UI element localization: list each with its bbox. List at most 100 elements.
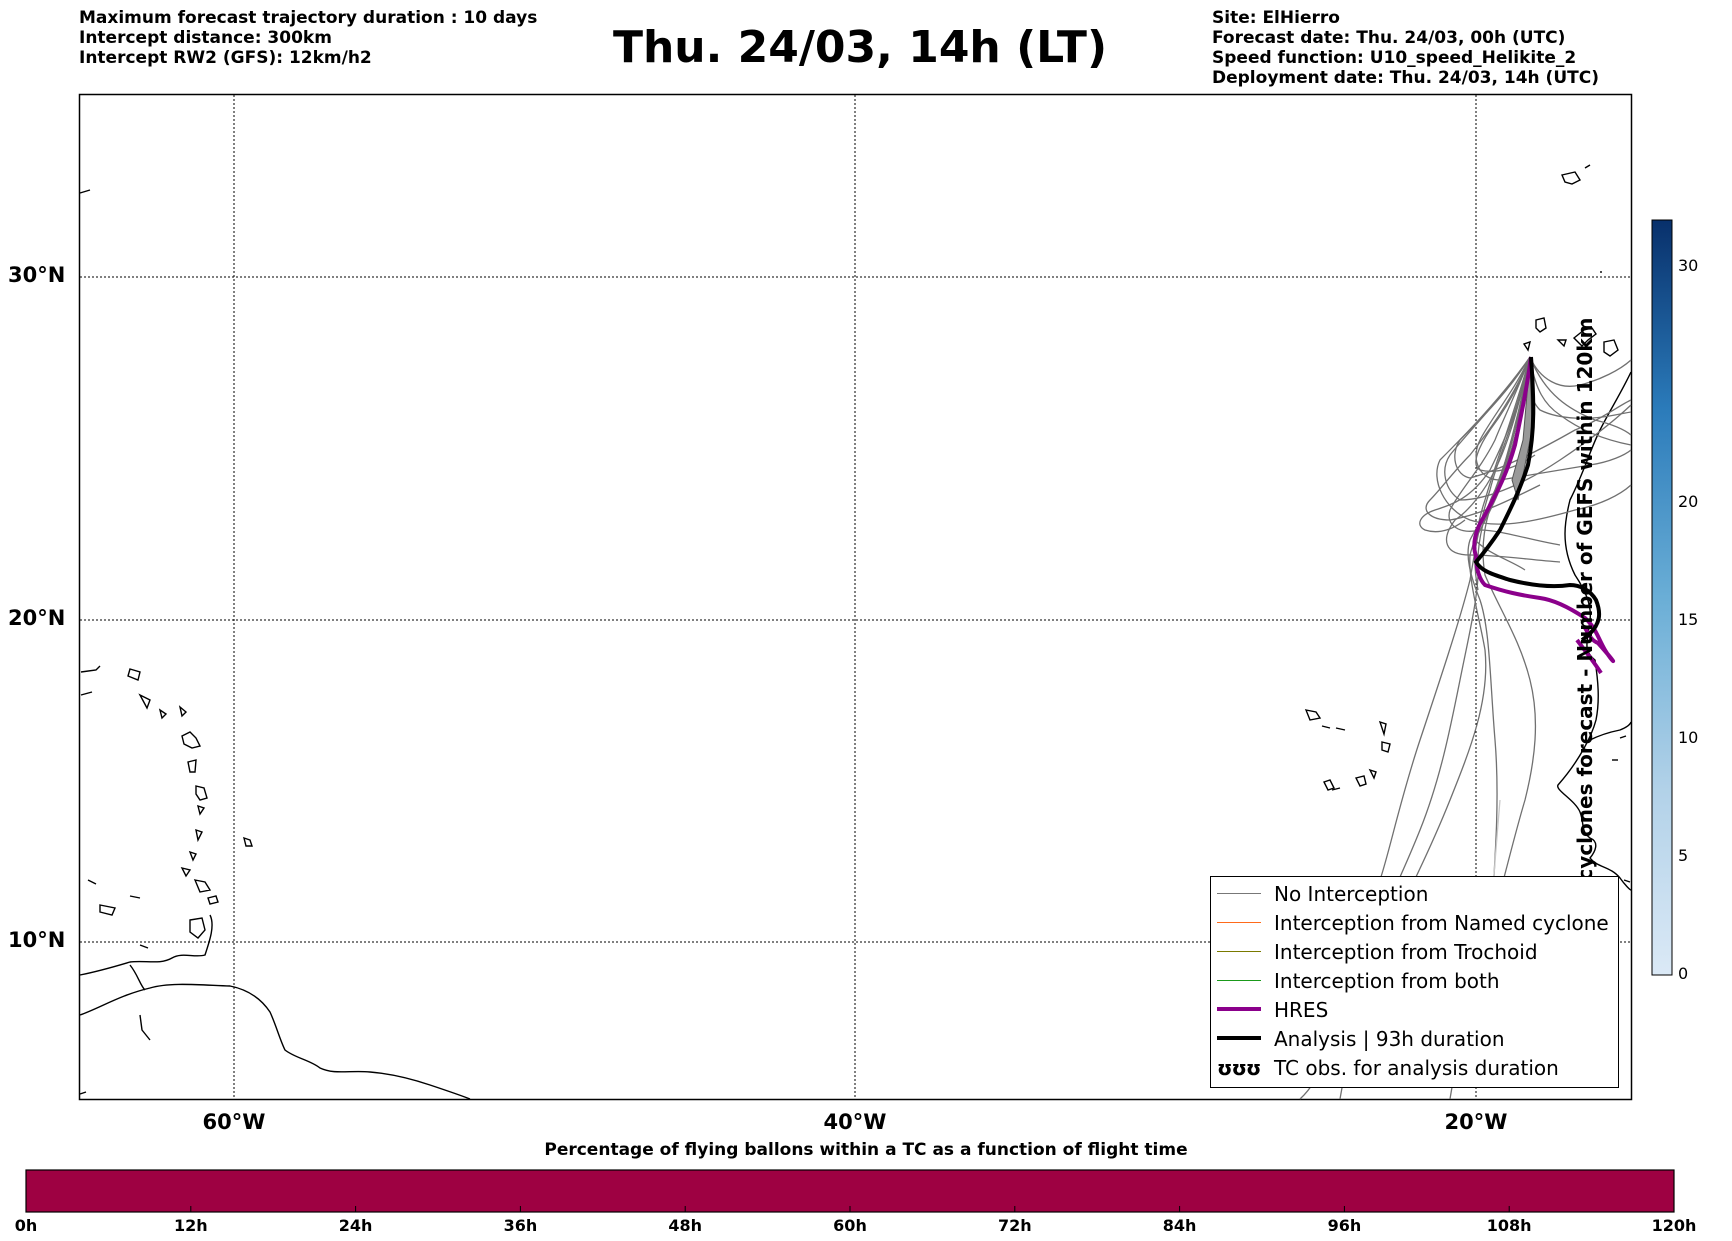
cape-verde-island [1323,779,1335,791]
header-right: Site: ElHierro Forecast date: Thu. 24/03… [1212,8,1599,88]
legend-label: HRES [1274,998,1329,1022]
flight-time-tick: 36h [503,1216,538,1235]
cape-verde-island [1368,768,1377,780]
analysis-trajectory [1473,356,1602,642]
island-caribbean [138,693,151,710]
flight-time-tick: 48h [668,1216,703,1235]
coastlines [79,164,1632,1100]
venezuela-coast [79,914,213,976]
cape-verde-island [1354,775,1367,787]
legend-label: TC obs. for analysis duration [1274,1056,1559,1080]
flight-time-tick: 12h [173,1216,208,1235]
island-caribbean [80,665,101,673]
canary-island [1572,327,1597,347]
island-caribbean [207,895,219,905]
colorbar-tick: 10 [1678,728,1699,747]
page-title: Thu. 24/03, 14h (LT) [612,22,1108,73]
legend-label: Interception from Named cyclone [1274,911,1609,935]
colorbar-tick: 15 [1678,610,1699,629]
lon-label: 20°W [1444,1110,1508,1134]
island-caribbean [180,866,192,878]
island-trinidad [189,917,206,939]
flight-time-bar-title: Percentage of flying ballons within a TC… [544,1140,1188,1160]
lon-label: 40°W [823,1110,887,1134]
trajectory-line [1529,356,1632,387]
guyana-river [139,1014,151,1041]
header-line: Intercept RW2 (GFS): 12km/h2 [79,48,372,68]
cape-verde-island [1321,725,1331,729]
trajectory-line [1529,356,1632,436]
lon-label: 60°W [202,1110,266,1134]
island-caribbean [197,804,206,816]
legend-item: Interception from both [1211,967,1618,996]
island-caribbean [188,850,197,862]
lat-label: 20°N [8,606,66,630]
legend-item: HRES [1211,996,1618,1025]
madeira-island [1561,171,1582,185]
west-africa-coast [1557,371,1632,891]
legend-item: Interception from Trochoid [1211,938,1618,967]
legend-label: Interception from both [1274,969,1500,993]
header-left: Maximum forecast trajectory duration : 1… [79,8,537,68]
flight-time-bar-ticks [25,1206,1675,1212]
cyclone-colorbar [1651,219,1673,976]
trajectory-line [1419,356,1531,533]
cape-verde-island [1378,720,1387,737]
legend-label: Analysis | 93h duration [1274,1027,1505,1051]
tc-symbol-icon: ʊʊʊ [1217,1056,1261,1080]
legend: No Interception Interception from Named … [1210,876,1619,1088]
island-caribbean [178,705,188,718]
lat-label: 30°N [8,263,66,287]
cape-verde-island [1335,727,1346,731]
lake-maracaibo [129,964,146,991]
legend-swatch [1217,980,1261,981]
island-caribbean [158,708,168,720]
legend-swatch [1217,922,1261,923]
island-caribbean [195,828,203,843]
island-caribbean [187,759,197,773]
island-caribbean [181,731,202,749]
trajectory-line [1454,356,1632,479]
canary-island [1535,317,1547,333]
legend-item: ʊʊʊ TC obs. for analysis duration [1211,1054,1618,1083]
cape-verde-island [1304,709,1322,721]
legend-swatch [1217,951,1261,952]
west-africa-coast [1589,721,1632,741]
hres-trajectory-tail [1575,638,1603,675]
island-caribbean [80,691,93,696]
colorbar-tick: 20 [1678,492,1699,511]
south-america-coast [79,983,471,1100]
colorbar-tick: 5 [1678,846,1689,865]
island-caribbean [195,785,208,801]
legend-item: Interception from Named cyclone [1211,909,1618,938]
legend-label: No Interception [1274,882,1429,906]
island-small [79,1091,87,1095]
madeira-island [1584,164,1591,169]
island-aruba [99,904,116,916]
canary-island [1522,340,1531,352]
cape-verde-island [1331,787,1341,791]
header-line: Intercept distance: 300km [79,28,332,48]
flight-time-tick: 0h [14,1216,38,1235]
canary-island [1603,339,1619,357]
island-small [79,189,91,194]
island-caribbean [129,895,141,899]
legend-item: Analysis | 93h duration [1211,1025,1618,1054]
header-line: Maximum forecast trajectory duration : 1… [79,8,538,28]
flight-time-tick: 96h [1327,1216,1362,1235]
flight-time-tick: 72h [997,1216,1032,1235]
coast-islet [1623,879,1631,883]
flight-time-tick: 60h [833,1216,867,1235]
hres-trajectory [1472,356,1616,664]
flight-time-tick: 108h [1486,1216,1532,1235]
header-line: Forecast date: Thu. 24/03, 00h (UTC) [1212,28,1566,48]
legend-swatch [1217,1036,1261,1040]
legend-swatch [1217,893,1261,894]
island-caribbean [127,668,141,681]
lat-label: 10°N [8,928,66,952]
coast-islet [1619,735,1627,739]
trajectory-line [1448,356,1561,546]
island-caribbean [243,836,253,847]
trajectory-line [1529,356,1632,446]
